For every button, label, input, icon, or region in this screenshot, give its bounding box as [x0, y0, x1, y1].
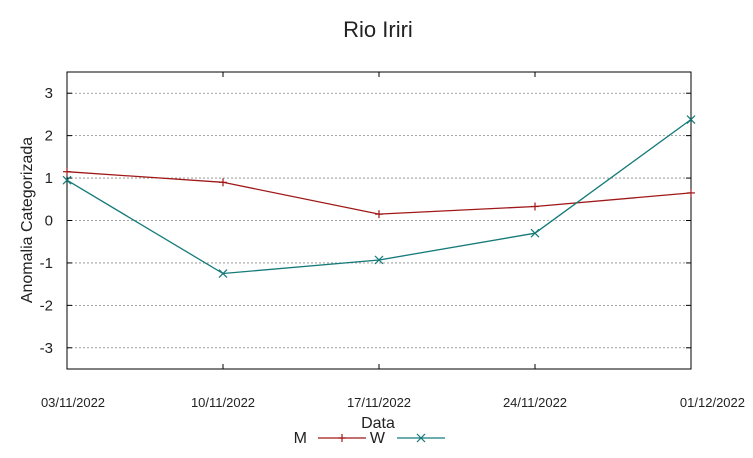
series-W — [62, 115, 696, 278]
data-point-W — [62, 175, 72, 185]
marker-stroke — [686, 115, 696, 124]
x-ticks: 03/11/2022 10/11/2022 17/11/2022 24/11/2022… — [41, 72, 745, 410]
data-point-W — [218, 269, 228, 278]
y-ticks: 3 2 1 0 -1 -2 -3 — [40, 85, 691, 357]
data-point-W — [686, 115, 696, 124]
legend-label: W — [370, 430, 386, 447]
series-layer — [62, 115, 696, 278]
marker-stroke — [218, 269, 228, 278]
y-tick-label: -3 — [40, 340, 53, 357]
marker-stroke — [62, 175, 72, 185]
y-tick-label: -2 — [40, 297, 53, 314]
y-tick-label: 1 — [45, 170, 53, 187]
chart-title: Rio Iriri — [343, 17, 413, 42]
data-point-M — [375, 210, 383, 219]
marker-stroke — [530, 228, 540, 238]
y-tick-label: -1 — [40, 255, 53, 272]
x-axis-label: Data — [361, 415, 395, 432]
legend-marker — [338, 434, 346, 442]
series-line-W — [66, 118, 692, 275]
y-tick-label: 0 — [45, 213, 53, 230]
y-tick-label: 3 — [45, 85, 53, 102]
data-point-W — [530, 228, 540, 238]
x-tick-label: 24/11/2022 — [503, 395, 567, 410]
x-tick-label: 01/12/2022 — [680, 395, 745, 410]
legend-entry-W: W — [370, 430, 445, 447]
marker-stroke — [374, 255, 384, 265]
legend-marker — [416, 433, 426, 443]
series-M — [63, 167, 695, 219]
y-tick-label: 2 — [45, 128, 53, 145]
legend-entry-M: M — [294, 430, 366, 447]
data-point-M — [531, 202, 539, 211]
data-point-M — [63, 167, 71, 176]
x-tick-label: 17/11/2022 — [347, 395, 411, 410]
y-axis-label: Anomalia Categorizada — [19, 137, 36, 303]
x-tick-label: 03/11/2022 — [41, 395, 105, 410]
data-point-W — [374, 255, 384, 265]
data-point-M — [219, 178, 227, 187]
x-tick-label: 10/11/2022 — [191, 395, 255, 410]
legend-label: M — [294, 430, 307, 447]
marker-stroke — [416, 433, 426, 443]
data-point-M — [687, 188, 695, 197]
grid-layer — [67, 92, 691, 349]
